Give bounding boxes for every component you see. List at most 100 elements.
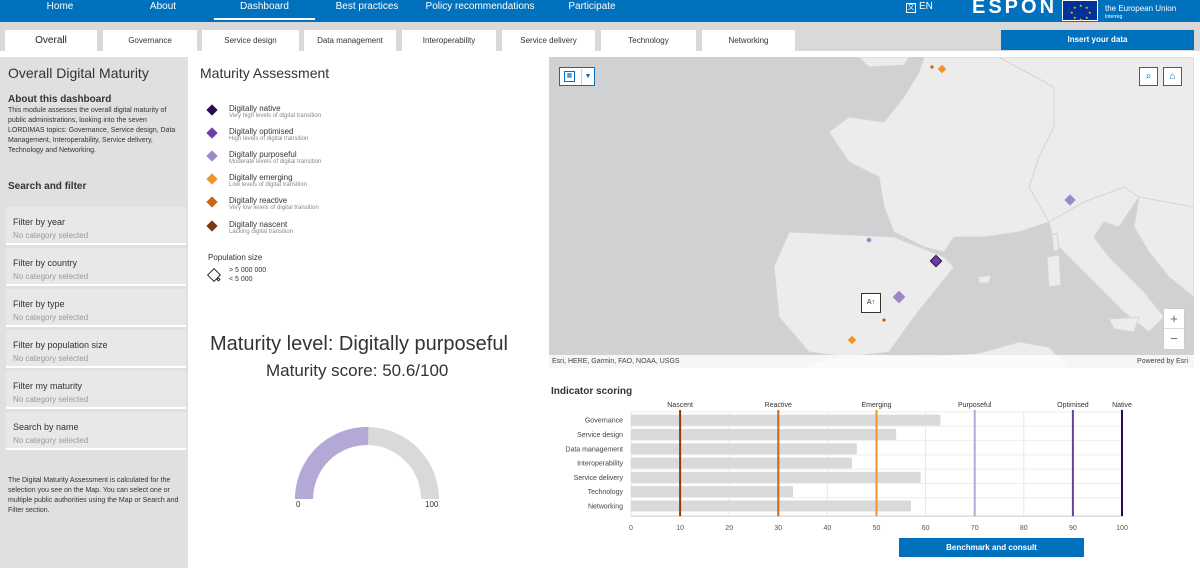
language-selector[interactable]: 文 EN	[906, 1, 933, 13]
filter-my-maturity[interactable]: Filter my maturity No category selected	[6, 371, 186, 409]
tab-networking[interactable]: Networking	[702, 30, 795, 51]
translate-icon: 文	[906, 3, 916, 13]
map-view[interactable]: ▦ ▼ ⌕ ⌂ + − A↑ Esri, HERE, Garmin, FAO, …	[549, 57, 1194, 368]
category-label: Interoperability	[577, 461, 623, 468]
map-marker[interactable]	[1064, 194, 1076, 206]
map-marker[interactable]	[866, 237, 872, 243]
eu-text: the European Union Interreg	[1105, 0, 1176, 22]
nav-home[interactable]: Home	[46, 1, 74, 12]
nav-about[interactable]: About	[149, 1, 177, 12]
sidebar-title: Overall Digital Maturity	[8, 65, 149, 81]
language-label: EN	[919, 1, 933, 12]
sidebar-note: The Digital Maturity Assessment is calcu…	[8, 477, 179, 514]
x-tick-label: 10	[676, 525, 684, 532]
x-tick-label: 0	[629, 525, 633, 532]
map-canvas[interactable]	[549, 57, 1194, 368]
map-home-button[interactable]: ⌂	[1163, 67, 1182, 86]
filter-country[interactable]: Filter by country No category selected	[6, 248, 186, 286]
filter-label: Filter by country	[13, 258, 78, 268]
threshold-label: Emerging	[862, 402, 892, 409]
population-small: < 5 000	[229, 276, 253, 283]
category-label: Technology	[588, 489, 624, 496]
land-balkans	[1133, 196, 1194, 298]
top-navigation: Home About Dashboard Best practices Poli…	[0, 0, 1200, 22]
category-label: Data management	[565, 446, 623, 453]
bar	[631, 500, 911, 512]
zoom-control: + −	[1163, 308, 1185, 350]
layers-icon: ▦	[564, 71, 575, 82]
benchmark-button[interactable]: Benchmark and consult	[899, 538, 1084, 557]
tab-data-management[interactable]: Data management	[304, 30, 396, 51]
tab-technology[interactable]: Technology	[601, 30, 696, 51]
nav-participate[interactable]: Participate	[568, 1, 616, 12]
zoom-out-button[interactable]: −	[1170, 331, 1178, 346]
chevron-down-icon[interactable]: ▼	[581, 69, 594, 85]
about-heading: About this dashboard	[8, 94, 112, 105]
land-corsica	[1051, 232, 1060, 253]
map-search-button[interactable]: ⌕	[1139, 67, 1158, 86]
x-tick-label: 60	[922, 525, 930, 532]
land-uk	[858, 57, 910, 68]
eu-label: the European Union	[1105, 4, 1177, 13]
threshold-label: Optimised	[1057, 402, 1089, 409]
legend-name: Digitally native	[229, 104, 281, 113]
attribution-text: Esri, HERE, Garmin, FAO, NOAA, USGS	[552, 358, 680, 365]
filter-population-size[interactable]: Filter by population size No category se…	[6, 330, 186, 368]
tab-service-delivery[interactable]: Service delivery	[502, 30, 595, 51]
search-heading: Search and filter	[8, 181, 87, 192]
sidebar: Overall Digital Maturity About this dash…	[0, 57, 188, 568]
chart-labels: 0 10 20 30 40 50 60 70 80 90 100 Governance Service …	[565, 402, 1132, 532]
indicator-chart: 0 10 20 30 40 50 60 70 80 90 100 Governance Service …	[565, 402, 1132, 532]
tab-overall[interactable]: Overall	[5, 30, 97, 51]
x-tick-label: 100	[1116, 525, 1128, 532]
insert-data-button[interactable]: Insert your data	[1001, 30, 1194, 50]
search-by-name[interactable]: Search by name No category selected	[6, 412, 186, 450]
tab-interoperability[interactable]: Interoperability	[402, 30, 496, 51]
nav-best-practices[interactable]: Best practices	[335, 1, 399, 12]
filter-label: Search by name	[13, 422, 79, 432]
legend-desc: Very high levels of digital transition	[229, 113, 322, 119]
nav-policy-recommendations[interactable]: Policy recommendations	[425, 1, 535, 12]
powered-by: Powered by Esri	[1137, 358, 1188, 365]
zoom-in-button[interactable]: +	[1164, 309, 1184, 329]
maturity-gauge	[295, 427, 439, 499]
filter-label: Filter by population size	[13, 340, 108, 350]
diamond-icon	[206, 196, 218, 208]
bar	[631, 414, 941, 426]
bar	[631, 457, 852, 469]
legend-name: Digitally reactive	[229, 196, 288, 205]
threshold-label: Purposeful	[958, 402, 992, 409]
filter-label: Filter by type	[13, 299, 65, 309]
threshold-label: Nascent	[667, 402, 693, 409]
x-tick-label: 70	[971, 525, 979, 532]
nav-dashboard[interactable]: Dashboard	[214, 0, 315, 20]
x-tick-label: 20	[725, 525, 733, 532]
interreg-label: Interreg	[1105, 14, 1123, 20]
tab-service-design[interactable]: Service design	[202, 30, 299, 51]
filter-type[interactable]: Filter by type No category selected	[6, 289, 186, 327]
land-france	[828, 57, 1055, 253]
indicator-scoring-title: Indicator scoring	[551, 386, 633, 397]
espon-logo[interactable]: ESPON	[972, 0, 1058, 18]
x-tick-label: 30	[774, 525, 782, 532]
tab-governance[interactable]: Governance	[103, 30, 197, 51]
bar	[631, 486, 794, 498]
legend-desc: Lacking digital transition	[229, 229, 294, 235]
filter-year[interactable]: Filter by year No category selected	[6, 207, 186, 245]
population-large: > 5 000 000	[229, 267, 267, 274]
filter-value: No category selected	[13, 354, 89, 363]
map-tool-button[interactable]: A↑	[861, 293, 881, 313]
filter-value: No category selected	[13, 272, 89, 281]
home-icon: ⌂	[1169, 71, 1176, 82]
chart-thresholds	[679, 410, 1123, 517]
search-icon: ⌕	[1145, 71, 1152, 82]
layer-selector[interactable]: ▦ ▼	[559, 67, 595, 86]
population-heading: Population size	[208, 253, 263, 262]
gauge-min: 0	[296, 500, 301, 509]
category-label: Service delivery	[574, 475, 624, 482]
diamond-icon	[206, 150, 218, 162]
bar	[631, 428, 897, 440]
x-tick-label: 50	[873, 525, 881, 532]
filter-value: No category selected	[13, 231, 89, 240]
map-marker[interactable]	[929, 254, 943, 268]
